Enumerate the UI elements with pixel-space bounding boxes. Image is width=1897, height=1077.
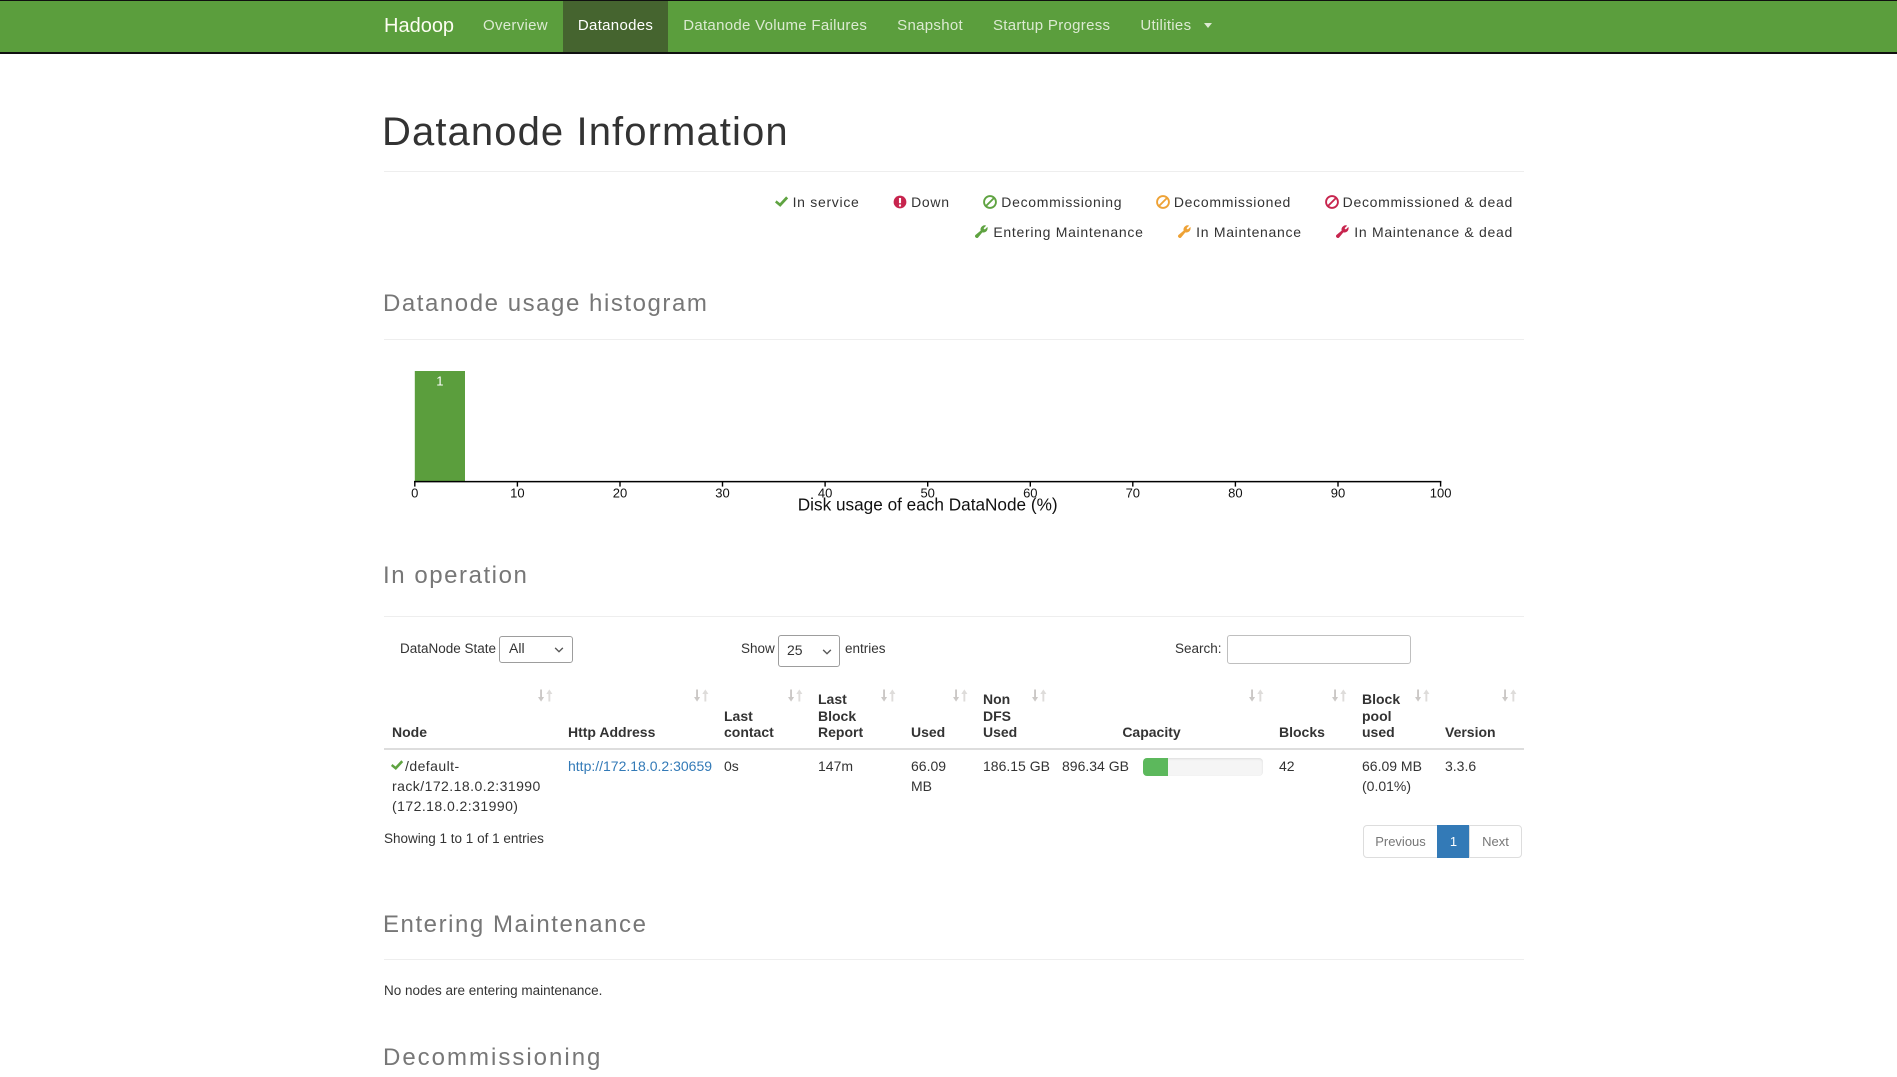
svg-text:Disk usage of each DataNode (%: Disk usage of each DataNode (%) [798, 494, 1058, 514]
svg-text:20: 20 [613, 486, 627, 501]
svg-text:0: 0 [411, 486, 418, 501]
svg-text:1: 1 [436, 374, 443, 389]
svg-text:70: 70 [1126, 486, 1140, 501]
svg-text:60: 60 [1023, 486, 1037, 501]
svg-text:100: 100 [1430, 486, 1452, 501]
svg-text:80: 80 [1228, 486, 1242, 501]
svg-text:50: 50 [920, 486, 934, 501]
svg-text:30: 30 [715, 486, 729, 501]
svg-text:10: 10 [510, 486, 524, 501]
svg-text:40: 40 [818, 486, 832, 501]
svg-text:90: 90 [1331, 486, 1345, 501]
